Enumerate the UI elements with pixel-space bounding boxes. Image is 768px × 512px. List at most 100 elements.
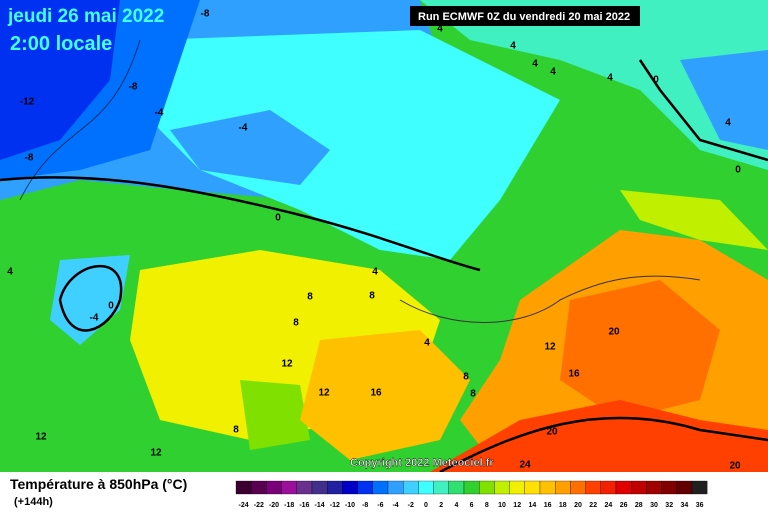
colorbar-label: 24 xyxy=(605,502,613,509)
contour-label: 8 xyxy=(369,291,375,302)
colorbar-label: 8 xyxy=(485,502,489,509)
contour-label: 8 xyxy=(293,318,299,329)
colorbar-label: 32 xyxy=(665,502,673,509)
colorbar-label: 4 xyxy=(454,502,458,509)
run-info: Run ECMWF 0Z du vendredi 20 mai 2022 xyxy=(418,11,630,23)
colorbar: -24 -22 -20 -18 -16 -14 -12 -10 -8 -6 -4 -2 0 2 4 6 8 10 1… xyxy=(235,480,708,509)
contour-label: 4 xyxy=(607,73,613,84)
contour-label: 16 xyxy=(568,369,580,380)
color-swatch xyxy=(509,480,525,495)
contour-label: -8 xyxy=(201,9,210,20)
colorbar-label: 20 xyxy=(574,502,582,509)
color-swatch xyxy=(555,480,571,495)
colorbar-label: -20 xyxy=(269,502,279,509)
run-box xyxy=(410,6,640,26)
contour-label: 20 xyxy=(546,427,558,438)
contour-label: -12 xyxy=(20,97,35,108)
contour-label: 4 xyxy=(510,41,516,52)
colorbar-label: 22 xyxy=(589,502,597,509)
color-swatch xyxy=(494,480,510,495)
colorbar-label: -10 xyxy=(345,502,355,509)
contour-label: 12 xyxy=(281,359,293,370)
contour-label: 8 xyxy=(470,389,476,400)
color-swatch xyxy=(539,480,556,495)
color-swatch xyxy=(235,480,252,495)
contour-label: 0 xyxy=(653,75,659,86)
color-swatch xyxy=(372,480,389,495)
colorbar-label: 6 xyxy=(470,502,474,509)
colorbar-label: 16 xyxy=(544,502,552,509)
colorbar-label: 26 xyxy=(620,502,628,509)
contour-label: 20 xyxy=(729,461,741,472)
colorbar-label: -18 xyxy=(284,502,294,509)
colorbar-label: -4 xyxy=(392,502,398,509)
color-swatch xyxy=(342,480,358,495)
color-swatch xyxy=(266,480,282,495)
color-swatch xyxy=(615,480,632,495)
contour-label: 16 xyxy=(370,388,382,399)
contour-label: 4 xyxy=(437,24,443,35)
forecast-time: 2:00 locale xyxy=(10,33,112,55)
colorbar-label: 2 xyxy=(439,502,443,509)
contour-label: 12 xyxy=(150,448,162,459)
colorbar-label: 14 xyxy=(529,502,537,509)
colorbar-label: -14 xyxy=(315,502,325,509)
contour-label: 0 xyxy=(275,213,281,224)
contour-label: 24 xyxy=(519,460,531,471)
contour-label: 12 xyxy=(318,388,330,399)
colorbar-label: -6 xyxy=(377,502,383,509)
colorbar-label: 12 xyxy=(513,502,521,509)
colorbar-label: 36 xyxy=(696,502,704,509)
forecast-date: jeudi 26 mai 2022 xyxy=(7,6,164,27)
contour-label: 4 xyxy=(7,267,13,278)
color-swatch xyxy=(357,480,373,495)
color-swatch xyxy=(661,480,677,495)
contour-label: 4 xyxy=(424,338,430,349)
color-swatch xyxy=(311,480,328,495)
contour-label: 0 xyxy=(108,301,114,312)
color-swatch xyxy=(448,480,465,495)
contour-label: 4 xyxy=(532,59,538,70)
contour-label: 0 xyxy=(735,165,741,176)
colorbar-label: -22 xyxy=(254,502,264,509)
contour-label: 8 xyxy=(307,292,313,303)
contour-label: 8 xyxy=(233,425,239,436)
contour-label: -8 xyxy=(25,153,34,164)
contour-label: 12 xyxy=(544,342,556,353)
color-swatch xyxy=(251,480,267,495)
copyright: Copyright 2022 Meteociel.fr xyxy=(350,457,494,469)
colorbar-label: -2 xyxy=(408,502,414,509)
colorbar-label: -16 xyxy=(299,502,309,509)
colorbar-label: -12 xyxy=(330,502,340,509)
color-swatch xyxy=(463,480,480,495)
color-swatch xyxy=(646,480,662,495)
contour-label: 8 xyxy=(463,372,469,383)
legend-title: Température à 850hPa (°C) xyxy=(10,476,187,492)
colorbar-label: 30 xyxy=(650,502,658,509)
color-swatch xyxy=(479,480,495,495)
contour-label: 20 xyxy=(608,327,620,338)
lead-time: (+144h) xyxy=(14,496,53,508)
color-swatch xyxy=(403,480,419,495)
color-swatch xyxy=(433,480,449,495)
contour-label: 4 xyxy=(372,267,378,278)
color-swatch xyxy=(691,480,708,495)
colorbar-label: 28 xyxy=(635,502,643,509)
colorbar-label: -24 xyxy=(239,502,249,509)
contour-label: -8 xyxy=(129,82,138,93)
color-swatch xyxy=(327,480,343,495)
color-swatch xyxy=(600,480,617,495)
color-swatch xyxy=(585,480,601,495)
colorbar-label: 18 xyxy=(559,502,567,509)
color-swatch xyxy=(676,480,693,495)
colorbar-label: 0 xyxy=(424,502,428,509)
color-swatch xyxy=(296,480,313,495)
contour-label: 4 xyxy=(550,67,556,78)
contour-label: -4 xyxy=(155,108,164,119)
contour-label: -4 xyxy=(239,123,248,134)
colorbar-label: 10 xyxy=(498,502,506,509)
contour-label: -4 xyxy=(90,313,99,324)
contour-label: 4 xyxy=(725,118,731,129)
